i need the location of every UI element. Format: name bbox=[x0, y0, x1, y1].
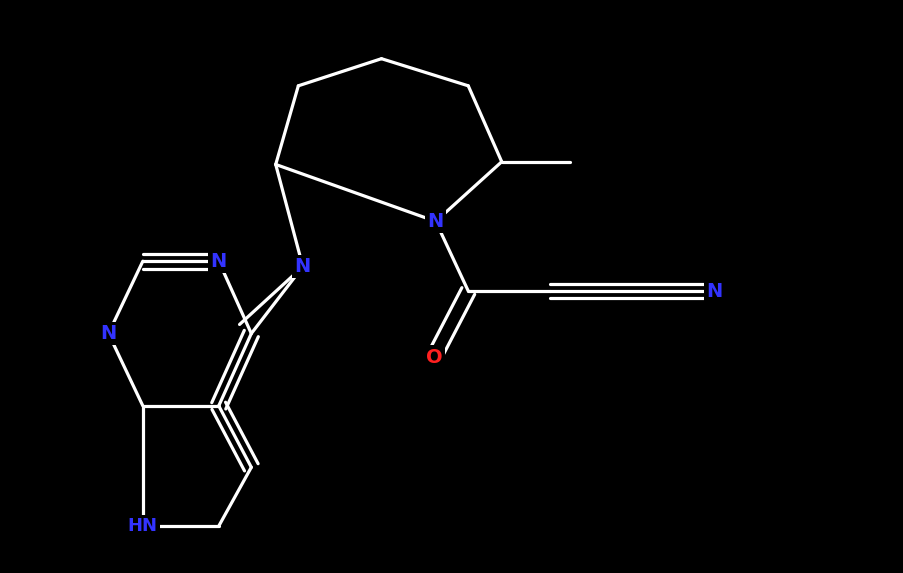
Text: N: N bbox=[100, 324, 116, 343]
Text: O: O bbox=[425, 347, 442, 367]
Text: N: N bbox=[427, 212, 443, 231]
Text: N: N bbox=[294, 257, 311, 276]
Text: N: N bbox=[210, 252, 227, 270]
Text: N: N bbox=[705, 281, 721, 300]
Text: HN: HN bbox=[127, 517, 158, 535]
